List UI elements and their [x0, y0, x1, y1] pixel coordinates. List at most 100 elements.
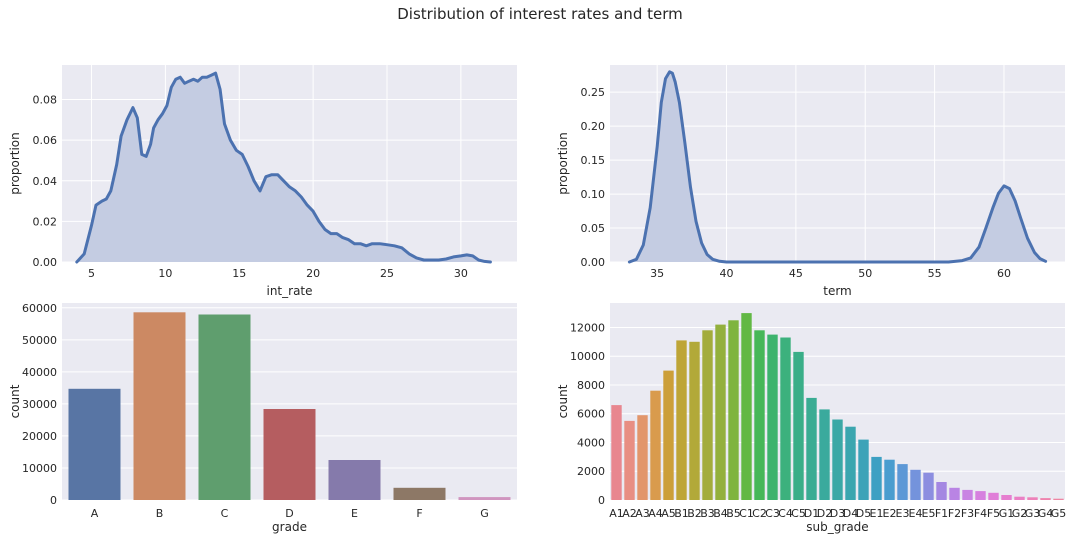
y-axis-label: count — [556, 384, 570, 418]
x-tick-label: F4 — [974, 507, 987, 520]
bar-g3 — [1027, 497, 1038, 500]
x-tick-label: G2 — [1012, 507, 1028, 520]
x-tick-label: G5 — [1051, 507, 1067, 520]
y-tick-label: 40000 — [22, 366, 57, 379]
bar-a — [68, 388, 121, 500]
density-fill — [629, 71, 1046, 262]
x-tick-label: A2 — [622, 507, 637, 520]
bar-e3 — [897, 464, 908, 500]
y-axis-label: proportion — [8, 132, 22, 195]
x-tick-label: A4 — [648, 507, 663, 520]
y-tick-label: 12000 — [570, 321, 605, 334]
x-tick-label: D5 — [856, 507, 871, 520]
x-tick-label: C1 — [739, 507, 754, 520]
bar-b4 — [715, 324, 726, 500]
bar-b3 — [702, 330, 713, 500]
y-tick-label: 0.15 — [581, 154, 606, 167]
y-tick-label: 6000 — [577, 408, 605, 421]
x-tick-label: F1 — [935, 507, 948, 520]
x-tick-label: 20 — [306, 267, 320, 280]
bar-a5 — [663, 370, 674, 500]
bar-c — [198, 314, 251, 500]
bar-c1 — [741, 313, 752, 500]
x-tick-label: D2 — [817, 507, 832, 520]
bar-e — [328, 460, 381, 500]
bar-a2 — [624, 420, 635, 500]
bar-g4 — [1040, 498, 1051, 500]
bar-d1 — [806, 397, 817, 500]
x-tick-label: A3 — [635, 507, 650, 520]
bar-f3 — [962, 489, 973, 500]
x-tick-label: G1 — [999, 507, 1015, 520]
bar-a4 — [650, 390, 661, 500]
subplot-int-rate: 0.00 0.02 0.04 0.06 0.08 5 10 15 20 25 30 int_rate p… — [8, 65, 517, 298]
bar-e4 — [910, 469, 921, 500]
y-tick-label: 0.05 — [581, 222, 606, 235]
y-tick-label: 60000 — [22, 302, 57, 315]
x-tick-label: A5 — [661, 507, 676, 520]
x-tick-label: 30 — [454, 267, 468, 280]
density-fill — [76, 73, 491, 262]
bar-a3 — [637, 415, 648, 500]
subplot-sub-grade: 020004000600080001000012000A1A2A3A4A5B1B… — [556, 303, 1066, 534]
x-tick-label: 60 — [997, 267, 1011, 280]
bar-c4 — [780, 337, 791, 500]
x-tick-label: E5 — [922, 507, 936, 520]
x-tick-label: D1 — [804, 507, 819, 520]
bar-e1 — [871, 456, 882, 500]
bar-g1 — [1001, 495, 1012, 500]
bar-f — [393, 487, 446, 500]
y-tick-label: 0.08 — [33, 94, 58, 107]
bar-d4 — [845, 426, 856, 500]
x-tick-label: B5 — [726, 507, 741, 520]
x-tick-label: 15 — [232, 267, 246, 280]
x-tick-label: B1 — [674, 507, 689, 520]
y-tick-label: 0.02 — [33, 215, 58, 228]
y-tick-label: 50000 — [22, 334, 57, 347]
y-tick-label: 0.00 — [581, 256, 606, 269]
figure-suptitle: Distribution of interest rates and term — [397, 5, 682, 23]
x-tick-label: C4 — [778, 507, 793, 520]
x-tick-label: C — [221, 507, 229, 520]
x-tick-label: C3 — [765, 507, 780, 520]
x-tick-label: E4 — [909, 507, 923, 520]
bar-g — [458, 497, 511, 500]
density-line — [627, 70, 1048, 264]
x-axis-label: grade — [272, 520, 307, 534]
x-tick-label: 50 — [858, 267, 872, 280]
x-tick-label: 5 — [88, 267, 95, 280]
y-tick-label: 30000 — [22, 398, 57, 411]
y-tick-label: 2000 — [577, 465, 605, 478]
bar-c3 — [767, 334, 778, 500]
x-tick-label: B2 — [687, 507, 702, 520]
y-tick-label: 0 — [50, 494, 57, 507]
x-tick-label: 40 — [720, 267, 734, 280]
bar-b5 — [728, 320, 739, 500]
x-tick-label: 55 — [928, 267, 942, 280]
y-tick-label: 0.04 — [33, 175, 58, 188]
x-tick-label: D — [285, 507, 293, 520]
y-tick-label: 0.20 — [581, 120, 606, 133]
x-tick-label: B3 — [700, 507, 715, 520]
x-tick-label: F5 — [987, 507, 1000, 520]
y-tick-label: 4000 — [577, 436, 605, 449]
bar-f2 — [949, 487, 960, 500]
bar-g5 — [1053, 498, 1064, 500]
bar-d3 — [832, 419, 843, 500]
x-tick-label: E1 — [870, 507, 884, 520]
y-tick-label: 0.25 — [581, 86, 606, 99]
y-tick-label: 0.10 — [581, 188, 606, 201]
bar-f4 — [975, 491, 986, 500]
x-tick-label: D3 — [830, 507, 845, 520]
bar-b1 — [676, 340, 687, 500]
bar-d5 — [858, 439, 869, 500]
x-tick-label: E3 — [896, 507, 910, 520]
x-tick-label: G3 — [1025, 507, 1041, 520]
x-tick-label: E — [351, 507, 358, 520]
subplot-term: 0.00 0.05 0.10 0.15 0.20 0.25 35 40 45 50 55 60 term… — [556, 65, 1065, 298]
x-tick-label: A — [91, 507, 99, 520]
x-tick-label: B — [156, 507, 164, 520]
x-tick-label: 35 — [650, 267, 664, 280]
y-axis-label: proportion — [556, 132, 570, 195]
